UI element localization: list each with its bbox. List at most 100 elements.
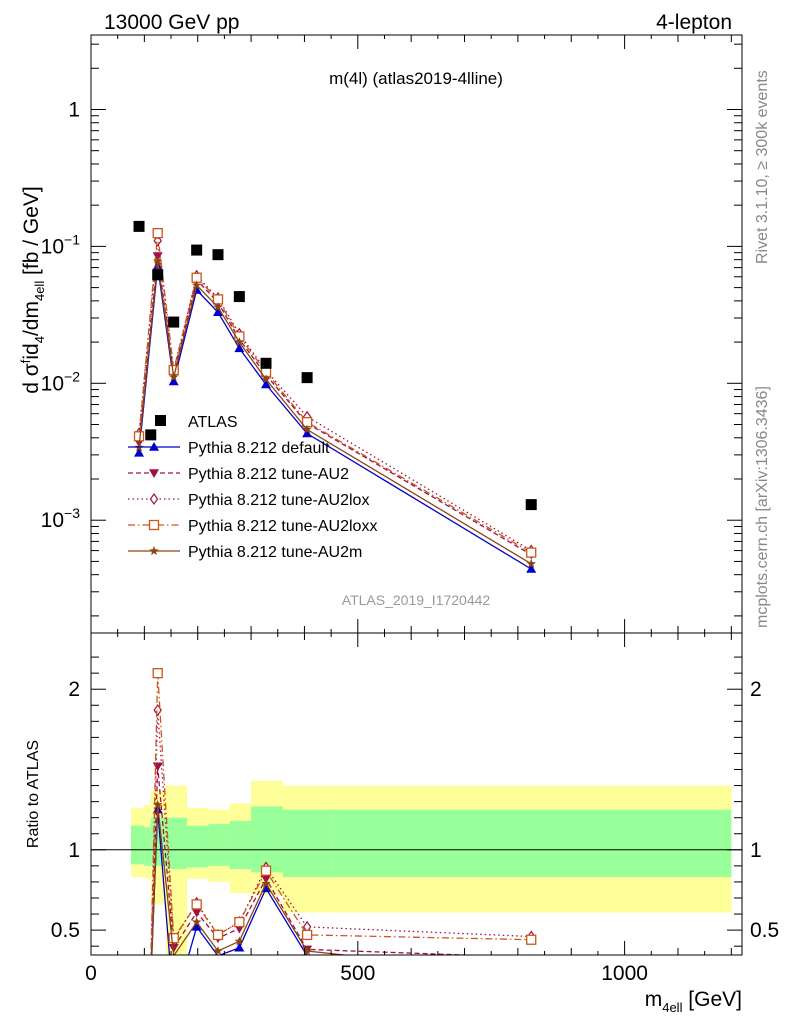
ratio-series-point [526,934,537,945]
legend-item-2: Pythia 8.212 tune-AU2lox [128,492,369,509]
atlas-data [133,220,537,511]
ratio-y-tick-label: 1 [68,839,80,862]
inner-band-bin [331,809,732,878]
series-line [138,256,532,556]
data-point [260,357,272,369]
ratio-series-point [301,929,313,941]
legend-marker [149,492,159,506]
ratio-series-3 [150,667,537,955]
legend-item-data: ATLAS [155,414,238,431]
legend-item-3: Pythia 8.212 tune-AU2loxx [128,518,377,535]
inner-band-bin [144,827,151,866]
ratio-series-line [150,710,532,955]
energy-label: 13000 GeV pp [104,11,239,34]
outer-band-bin [165,785,188,955]
series-point [152,256,163,266]
legend-label: Pythia 8.212 tune-AU2loxx [188,518,377,535]
ratio-series-point [213,945,223,955]
ratio-series-line [151,809,308,955]
analysis-id-label: ATLAS_2019_I1720442 [342,592,491,608]
legend-label: Pythia 8.212 tune-AU2 [188,466,349,483]
series-point [152,227,163,239]
series-point [302,428,313,438]
legend-marker [149,442,159,451]
ratio-series-point [260,865,272,876]
inner-band-bin [165,817,188,870]
legend-label: ATLAS [188,414,238,431]
series-point [261,374,271,384]
series-point [191,280,202,290]
series-point [526,558,536,568]
inner-band-bin [283,809,332,878]
series-point [133,431,145,442]
ratio-series-point [152,667,163,679]
legend-marker [148,519,160,531]
series-point [168,372,179,382]
ratio-axis-ticks: 0 500 1000 0.5 0.5 1 1 2 2 [51,633,779,985]
ratio-y-tick-label-right: 1 [750,839,762,862]
legend-label: Pythia 8.212 default [188,440,330,457]
ratio-series-4 [151,799,351,955]
ratio-series-point [261,878,271,888]
ratio-series-point [191,908,202,918]
series-point [234,337,245,347]
main-plot-area [133,220,537,573]
main-plot-title: m(4l) (atlas2019-4lline) [329,69,503,88]
data-point [145,429,157,441]
ratio-y-tick-label-right: 2 [750,678,762,701]
legend-label: Pythia 8.212 tune-AU2lox [188,492,369,509]
legend-marker [155,415,166,426]
x-axis-label: m4ell [GeV] [645,988,742,1015]
series-point [212,307,223,317]
series-point [526,547,537,558]
mcplots-label: mcplots.cern.ch [arXiv:1306.3436] [754,386,771,628]
legend-item-1: Pythia 8.212 tune-AU2 [128,466,349,483]
ratio-series-point [191,921,202,931]
ratio-series-point [191,917,202,927]
ratio-y-axis-label: Ratio to ATLAS [25,740,42,848]
data-point [133,220,145,232]
legend-label: Pythia 8.212 tune-AU2m [188,544,362,561]
main-y-axis-label: d σfid4/dm4ell [fb / GeV] [18,186,47,394]
legend-item-0: Pythia 8.212 default [128,440,330,457]
series-line [138,240,532,552]
ratio-series-point [152,799,163,809]
series-point [234,343,245,353]
main-y-tick-label: 10−1 [41,231,81,258]
ratio-y-tick-label: 2 [68,678,80,701]
inner-band-bin [187,825,209,868]
ratio-series-point [234,942,245,952]
series-point [526,564,537,573]
data-point [233,291,245,303]
process-label: 4-lepton [656,11,732,34]
data-point [301,372,313,384]
ratio-series-point [168,932,179,944]
main-y-tick-label: 1 [68,98,80,121]
data-point [191,244,203,256]
ratio-y-tick-label: 0.5 [51,919,80,942]
ratio-y-tick-label-right: 0.5 [750,919,779,942]
inner-band-bin [131,825,145,865]
series-point [302,424,312,434]
inner-band-bin [251,806,284,873]
x-tick-label: 1000 [601,962,648,985]
data-point [152,269,164,281]
rivet-version-label: Rivet 3.1.10, ≥ 300k events [754,70,771,264]
ratio-series-point [168,944,179,953]
x-tick-label: 0 [85,962,97,985]
ratio-plot-area [150,667,537,955]
ratio-uncertainty-bands [91,780,742,955]
x-tick-label: 500 [340,962,375,985]
series-point [213,302,223,312]
inner-band-bin [229,820,252,870]
series-point [134,447,145,457]
series-point [261,379,272,389]
series-point [191,285,202,294]
data-point [212,249,224,261]
inner-band-bin [208,824,230,866]
ratio-series-point [234,936,245,946]
data-point [525,499,537,511]
series-point [168,376,179,386]
legend-marker [149,546,159,556]
